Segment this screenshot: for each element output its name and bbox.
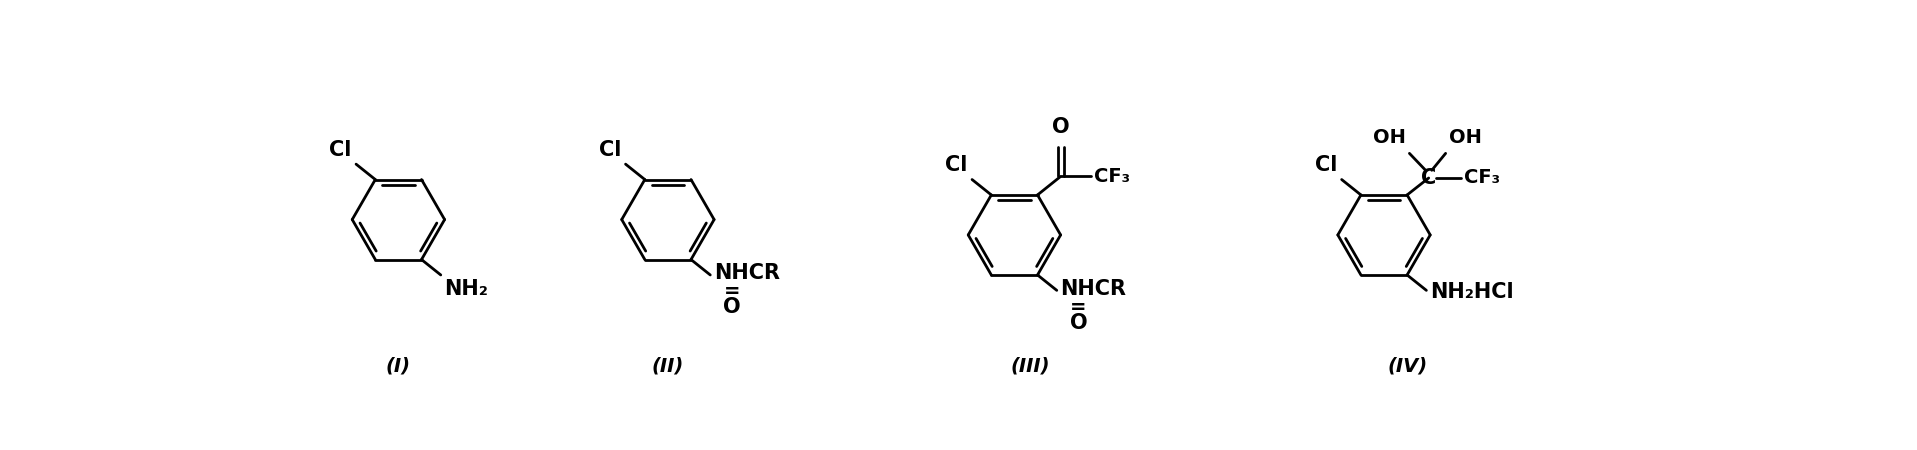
Text: OH: OH [1449, 128, 1482, 147]
Text: (IV): (IV) [1388, 356, 1426, 375]
Text: Cl: Cl [1315, 155, 1336, 175]
Text: (III): (III) [1010, 356, 1051, 375]
Text: =: = [1070, 298, 1087, 317]
Text: Cl: Cl [945, 155, 968, 175]
Text: (II): (II) [652, 356, 684, 375]
Text: O: O [1052, 117, 1070, 137]
Text: CF₃: CF₃ [1465, 168, 1501, 188]
Text: O: O [723, 297, 740, 317]
Text: (I): (I) [385, 356, 410, 375]
Text: Cl: Cl [598, 140, 621, 159]
Text: Cl: Cl [330, 140, 351, 159]
Text: C: C [1420, 168, 1436, 188]
Text: O: O [1070, 313, 1087, 333]
Text: NHCR: NHCR [715, 263, 780, 284]
Text: OH: OH [1373, 128, 1407, 147]
Text: NHCR: NHCR [1060, 279, 1127, 299]
Text: CF₃: CF₃ [1095, 167, 1131, 186]
Text: =: = [723, 283, 740, 302]
Text: NH₂: NH₂ [445, 279, 489, 299]
Text: NH₂HCl: NH₂HCl [1430, 282, 1514, 302]
